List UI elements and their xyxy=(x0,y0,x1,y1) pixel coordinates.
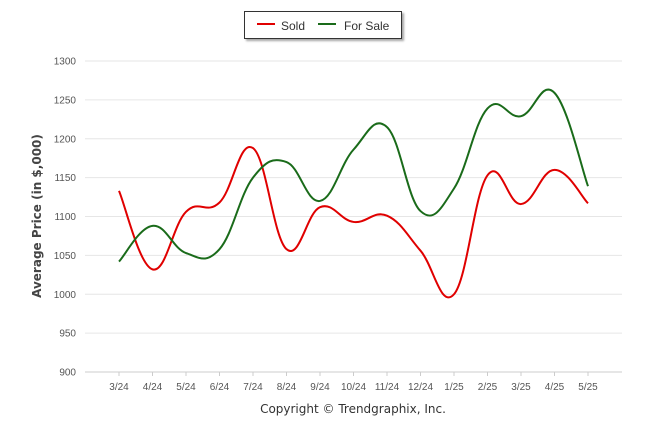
y-axis-ticks: 900 950 1000 1050 1100 1150 1200 1250 1300 xyxy=(54,57,77,379)
x-tick-label: 1/25 xyxy=(444,382,464,393)
series-line-for-sale xyxy=(118,88,589,263)
x-tick-label: 7/24 xyxy=(243,382,263,393)
y-tick-label: 1250 xyxy=(54,95,77,106)
x-tick-label: 3/25 xyxy=(511,382,531,393)
x-tick-label: 11/24 xyxy=(375,382,400,393)
series-line-sold xyxy=(118,145,589,299)
x-tick-label: 4/24 xyxy=(143,382,163,393)
gridlines xyxy=(85,60,622,373)
x-tick-label: 2/25 xyxy=(478,382,498,393)
x-tick-label: 5/25 xyxy=(578,382,598,393)
legend-swatch-for-sale xyxy=(318,23,336,25)
x-tick-label: 3/24 xyxy=(109,382,129,393)
y-tick-label: 900 xyxy=(59,368,76,379)
y-tick-label: 950 xyxy=(59,329,76,340)
y-tick-label: 1150 xyxy=(54,173,76,184)
y-axis-label: Average Price (in $,000) xyxy=(30,134,44,298)
x-tick-label: 12/24 xyxy=(408,382,433,393)
x-tick-label: 4/25 xyxy=(545,382,565,393)
copyright-footer: Copyright © Trendgraphix, Inc. xyxy=(260,402,446,416)
series-lines xyxy=(118,88,589,299)
x-tick-label: 10/24 xyxy=(341,382,366,393)
x-tick-label: 5/24 xyxy=(176,382,196,393)
legend: Sold For Sale xyxy=(244,11,402,39)
x-tick-label: 6/24 xyxy=(210,382,230,393)
x-axis-ticks: 3/24 4/24 5/24 6/24 7/24 8/24 9/24 10/24 11/24 12… xyxy=(109,372,598,393)
y-tick-label: 1050 xyxy=(54,251,77,262)
y-tick-label: 1000 xyxy=(54,290,77,301)
legend-swatch-sold xyxy=(257,23,275,25)
y-tick-label: 1200 xyxy=(54,134,77,145)
legend-label-sold: Sold xyxy=(281,19,306,33)
x-tick-label: 9/24 xyxy=(310,382,330,393)
y-tick-label: 1100 xyxy=(54,212,76,223)
legend-label-for-sale: For Sale xyxy=(344,19,390,33)
x-tick-label: 8/24 xyxy=(277,382,297,393)
y-tick-label: 1300 xyxy=(54,57,77,68)
